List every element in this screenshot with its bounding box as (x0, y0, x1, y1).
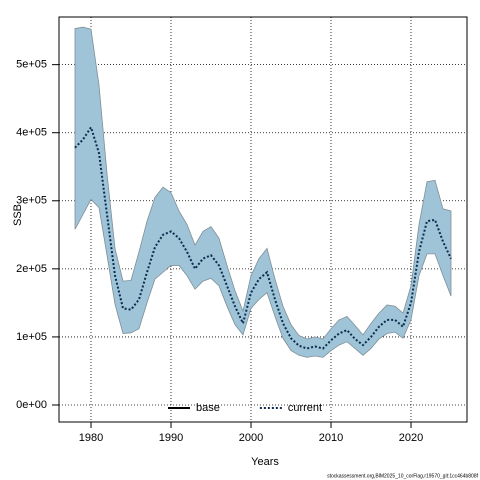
y-tick-label: 0e+00 (16, 399, 47, 411)
x-tick-label: 1980 (79, 432, 103, 444)
legend-label: current (288, 402, 322, 414)
x-tick-label: 2020 (399, 432, 423, 444)
confidence-band (74, 26, 452, 358)
series-line (74, 124, 452, 350)
y-tick-label: 1e+05 (16, 331, 47, 343)
plot-frame (58, 16, 468, 423)
x-tick-label: 2010 (319, 432, 343, 444)
y-tick-label: 3e+05 (16, 195, 47, 207)
y-tick-label: 2e+05 (16, 263, 47, 275)
legend-label: base (196, 402, 220, 414)
y-tick-label: 4e+05 (16, 127, 47, 139)
x-tick-label: 2000 (239, 432, 263, 444)
y-tick-label: 5e+05 (16, 59, 47, 71)
x-tick-label: 1990 (159, 432, 183, 444)
x-axis-label: Years (251, 456, 279, 468)
y-axis-label: SSB (12, 204, 24, 226)
footer: stockassessment.org,BlM2025_10_corFlag,r… (327, 473, 479, 479)
